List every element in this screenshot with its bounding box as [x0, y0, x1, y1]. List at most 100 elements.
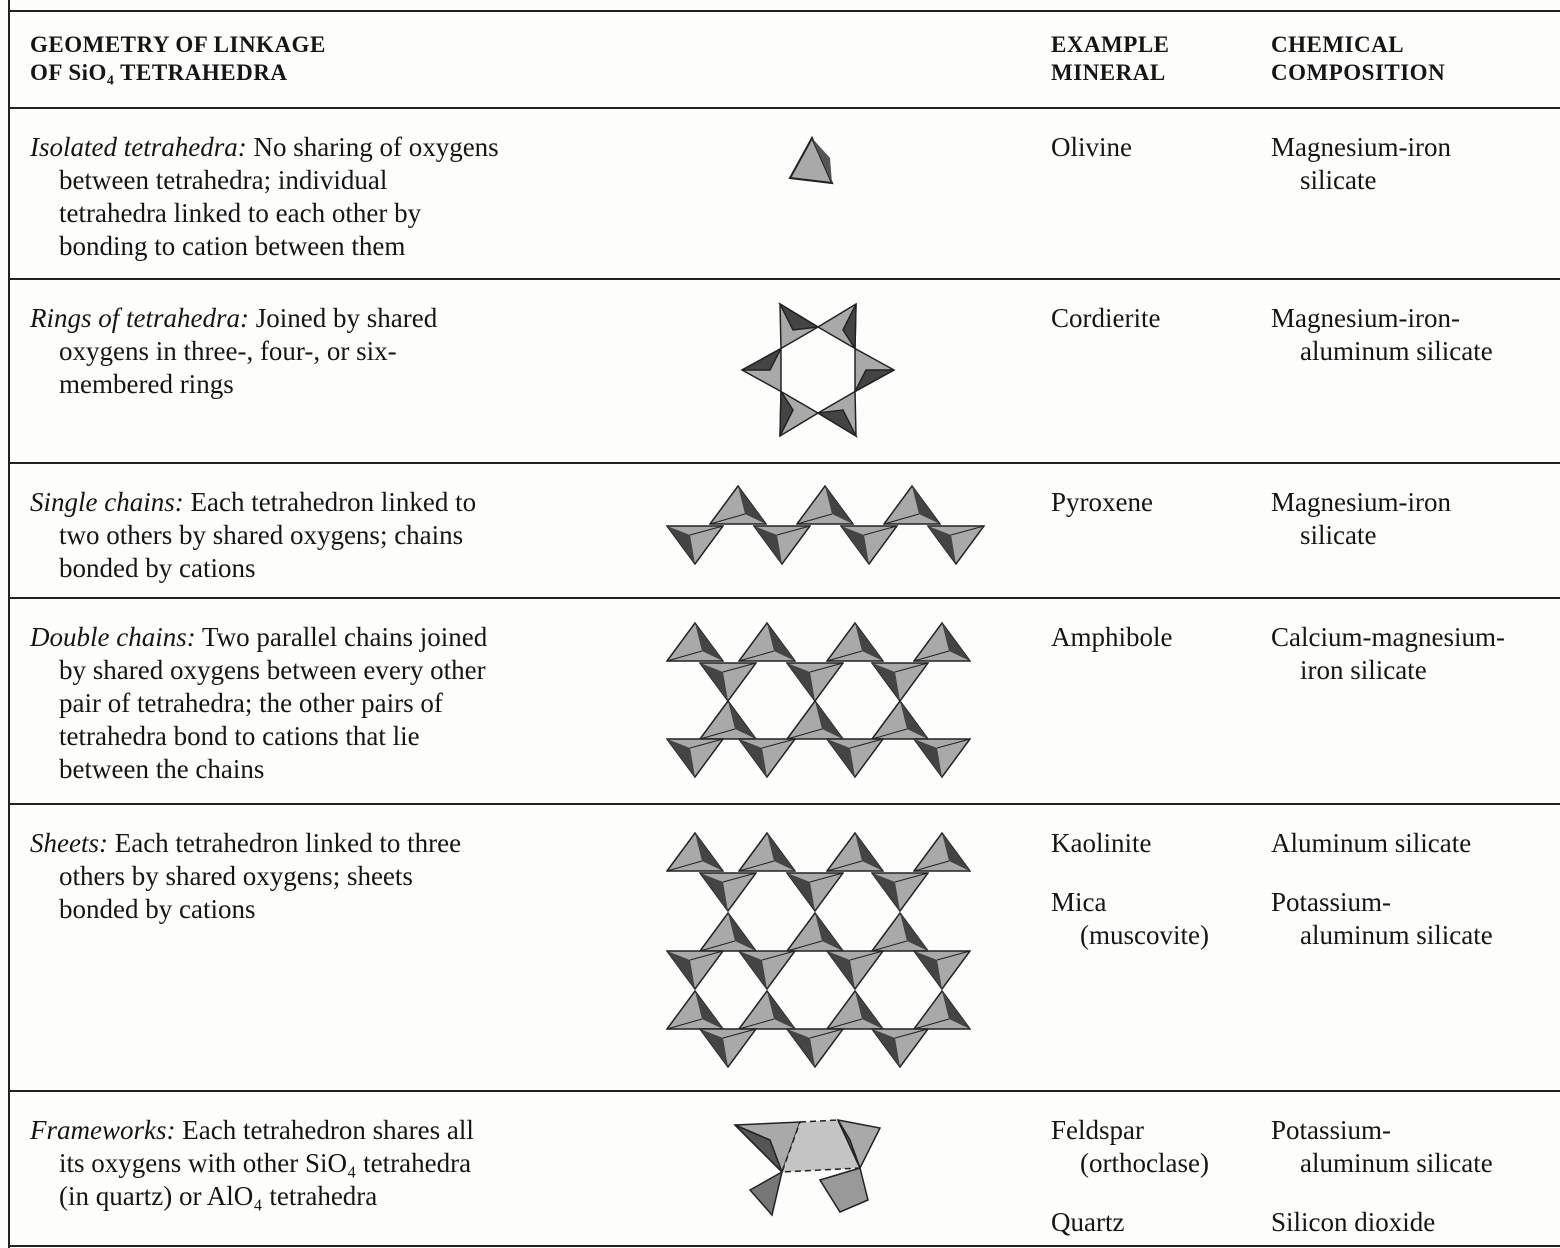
- mineral-entry: Pyroxene: [1051, 486, 1153, 552]
- description-line: between tetrahedra; individual: [30, 164, 499, 197]
- term: Rings of tetrahedra:: [30, 303, 249, 333]
- header-line: COMPOSITION: [1271, 60, 1446, 85]
- description-cell: Single chains: Each tetrahedron linked t…: [30, 486, 476, 585]
- description-line: tetrahedra bond to cations that lie: [30, 720, 487, 753]
- description-cell: Double chains: Two parallel chains joine…: [30, 621, 487, 786]
- mineral-name: Olivine: [1051, 132, 1132, 162]
- description-text: bonding to cation between them: [59, 231, 406, 261]
- header-line: OF SiO₄ TETRAHEDRA: [30, 60, 288, 85]
- mineral-name: Amphibole: [1051, 622, 1173, 652]
- double-chain-figure: [667, 623, 970, 777]
- description-cell: Sheets: Each tetrahedron linked to three…: [30, 827, 461, 926]
- description-line: bonded by cations: [30, 552, 476, 585]
- row-rule: [8, 107, 1560, 109]
- composition-text: Silicon dioxide: [1271, 1207, 1436, 1237]
- mineral-name: Cordierite: [1051, 303, 1161, 333]
- description-line: others by shared oxygens; sheets: [30, 860, 461, 893]
- mineral-entry: Mica (muscovite): [1051, 886, 1209, 952]
- description-text: Each tetrahedron shares all: [182, 1115, 474, 1145]
- mineral-cell: Cordierite: [1051, 302, 1160, 394]
- description-text: Two parallel chains joined: [201, 622, 488, 652]
- sheet-figure: [667, 833, 970, 1067]
- description-line: Isolated tetrahedra: No sharing of oxyge…: [30, 131, 499, 164]
- description-text: two others by shared oxygens; chains: [59, 520, 464, 550]
- isolated-figure: [788, 135, 834, 185]
- description-line: oxygens in three-, four-, or six-: [30, 335, 437, 368]
- description-text: Each tetrahedron linked to: [190, 487, 477, 517]
- header-line: CHEMICAL: [1271, 32, 1405, 57]
- description-cell: Rings of tetrahedra: Joined by shared oxy…: [30, 302, 437, 401]
- composition-cell: Magnesium-iron silicate: [1271, 131, 1451, 223]
- row-rule: [8, 803, 1560, 805]
- composition-entry: Magnesium-iron-aluminum silicate: [1271, 302, 1493, 368]
- composition-entry: Calcium-magnesium-iron silicate: [1271, 621, 1505, 687]
- mineral-entry: Cordierite: [1051, 302, 1160, 368]
- mineral-entry: Kaolinite: [1051, 827, 1209, 860]
- composition-text: aluminum silicate: [1300, 336, 1493, 366]
- composition-entry: Magnesium-iron silicate: [1271, 486, 1451, 552]
- description-line: tetrahedra linked to each other by: [30, 197, 499, 230]
- ring-figure: [740, 302, 896, 438]
- description-cell: Isolated tetrahedra: No sharing of oxyge…: [30, 131, 499, 263]
- composition-text: Potassium-: [1271, 887, 1392, 917]
- header-line: GEOMETRY OF LINKAGE: [30, 32, 326, 57]
- composition-entry: Magnesium-iron silicate: [1271, 131, 1451, 197]
- header-cell: GEOMETRY OF LINKAGE OF SiO₄ TETRAHEDRA: [30, 31, 326, 87]
- composition-text: Potassium-: [1271, 1115, 1392, 1145]
- composition-entry: Aluminum silicate: [1271, 827, 1493, 860]
- composition-text: Aluminum silicate: [1271, 828, 1472, 858]
- composition-text: silicate: [1300, 520, 1377, 550]
- composition-text: iron silicate: [1300, 655, 1427, 685]
- description-line: its oxygens with other SiO₄ tetrahedra: [30, 1147, 474, 1180]
- composition-cell: Calcium-magnesium-iron silicate: [1271, 621, 1505, 713]
- description-text: oxygens in three-, four-, or six-: [59, 336, 397, 366]
- term: Frameworks:: [30, 1115, 176, 1145]
- description-line: (in quartz) or AlO₄ tetrahedra: [30, 1180, 474, 1213]
- term: Single chains:: [30, 487, 184, 517]
- description-text: Joined by shared: [255, 303, 438, 333]
- description-text: bonded by cations: [59, 553, 256, 583]
- term: Sheets:: [30, 828, 108, 858]
- header-cell: EXAMPLE MINERAL: [1051, 31, 1170, 87]
- composition-text: aluminum silicate: [1300, 920, 1493, 950]
- description-line: bonding to cation between them: [30, 230, 499, 263]
- row-rule: [8, 278, 1560, 280]
- description-line: pair of tetrahedra; the other pairs of: [30, 687, 487, 720]
- term: Double chains:: [30, 622, 196, 652]
- description-line: bonded by cations: [30, 893, 461, 926]
- description-line: membered rings: [30, 368, 437, 401]
- row-rule: [8, 1090, 1560, 1092]
- description-text: No sharing of oxygens: [253, 132, 499, 162]
- composition-cell: Magnesium-iron-aluminum silicate: [1271, 302, 1493, 394]
- mineral-name: (muscovite): [1080, 920, 1209, 950]
- mineral-name: Mica: [1051, 887, 1107, 917]
- header-line: EXAMPLE: [1051, 32, 1170, 57]
- description-text: membered rings: [59, 369, 234, 399]
- row-rule: [8, 10, 1560, 12]
- mineral-entry: Feldspar (orthoclase): [1051, 1114, 1209, 1180]
- composition-text: Calcium-magnesium-: [1271, 622, 1505, 652]
- term: Isolated tetrahedra:: [30, 132, 247, 162]
- composition-text: Magnesium-iron: [1271, 132, 1451, 162]
- mineral-cell: Amphibole: [1051, 621, 1173, 713]
- mineral-name: (orthoclase): [1080, 1148, 1209, 1178]
- row-rule: [8, 597, 1560, 599]
- mineral-cell: Olivine: [1051, 131, 1132, 223]
- description-line: Single chains: Each tetrahedron linked t…: [30, 486, 476, 519]
- composition-text: Magnesium-iron-: [1271, 303, 1460, 333]
- composition-entry: Silicon dioxide: [1271, 1206, 1493, 1239]
- mineral-name: Kaolinite: [1051, 828, 1152, 858]
- composition-entry: Potassium-aluminum silicate: [1271, 1114, 1493, 1180]
- header-cell: CHEMICAL COMPOSITION: [1271, 31, 1445, 87]
- mineral-entry: Amphibole: [1051, 621, 1173, 687]
- description-line: between the chains: [30, 753, 487, 786]
- composition-cell: Potassium-aluminum silicate Silicon dioxi…: [1271, 1114, 1493, 1248]
- description-text: its oxygens with other SiO₄ tetrahedra: [59, 1148, 472, 1178]
- left-border: [8, 0, 10, 1248]
- composition-entry: Potassium-aluminum silicate: [1271, 886, 1493, 952]
- mineral-cell: Feldspar (orthoclase) Quartz: [1051, 1114, 1209, 1248]
- description-text: tetrahedra linked to each other by: [59, 198, 422, 228]
- row-rule: [8, 1245, 1560, 1247]
